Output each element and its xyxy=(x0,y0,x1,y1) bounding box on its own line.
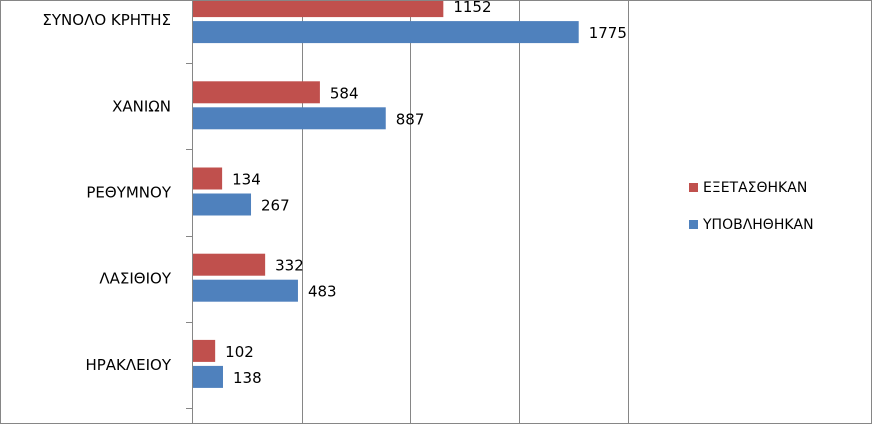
data-label-υποβληθηκαν-συνολο-κρητης: 1775 xyxy=(589,24,627,42)
bar-εξετασθηκαν-λασιθιου xyxy=(193,253,266,276)
category-label-ρεθυμνου: ΡΕΘΥΜΝΟΥ xyxy=(86,184,171,202)
category-label-χανιων: ΧΑΝΙΩΝ xyxy=(112,97,171,115)
data-label-υποβληθηκαν-χανιων: 887 xyxy=(396,110,425,128)
category-axis xyxy=(186,1,193,423)
legend-swatch-εξετασθηκαν xyxy=(689,183,698,192)
bar-υποβληθηκαν-συνολο-κρητης xyxy=(193,21,579,44)
data-label-εξετασθηκαν-συνολο-κρητης: 1152 xyxy=(453,1,491,16)
bar-εξετασθηκαν-χανιων xyxy=(193,81,320,104)
data-label-υποβληθηκαν-ηρακλειου: 138 xyxy=(233,369,262,387)
legend: ΕΞΕΤΑΣΘΗΚΑΝ ΥΠΟΒΛΗΘΗΚΑΝ xyxy=(689,180,814,233)
bar-υποβληθηκαν-χανιων xyxy=(193,107,386,130)
bar-υποβληθηκαν-λασιθιου xyxy=(193,279,298,302)
data-label-εξετασθηκαν-ρεθυμνου: 134 xyxy=(232,171,261,189)
category-labels: ΣΥΝΟΛΟ ΚΡΗΤΗΣ ΧΑΝΙΩΝ ΡΕΘΥΜΝΟΥ ΛΑΣΙΘΙΟΥ ΗΡΑΚΛ… xyxy=(42,11,171,374)
data-label-εξετασθηκαν-ηρακλειου: 102 xyxy=(225,343,254,361)
bars xyxy=(193,1,579,388)
legend-label-υποβληθηκαν: ΥΠΟΒΛΗΘΗΚΑΝ xyxy=(702,217,814,233)
data-label-εξετασθηκαν-χανιων: 584 xyxy=(330,84,359,102)
category-label-συνολο-κρητης: ΣΥΝΟΛΟ ΚΡΗΤΗΣ xyxy=(42,11,171,29)
bar-υποβληθηκαν-ρεθυμνου xyxy=(193,193,252,216)
legend-swatch-υποβληθηκαν xyxy=(689,220,698,229)
category-label-λασιθιου: ΛΑΣΙΘΙΟΥ xyxy=(99,270,171,288)
bar-εξετασθηκαν-ρεθυμνου xyxy=(193,167,223,190)
category-label-ηρακλειου: ΗΡΑΚΛΕΙΟΥ xyxy=(85,356,171,374)
legend-label-εξετασθηκαν: ΕΞΕΤΑΣΘΗΚΑΝ xyxy=(703,180,807,196)
bar-εξετασθηκαν-ηρακλειου xyxy=(193,339,216,362)
bar-εξετασθηκαν-συνολο-κρητης xyxy=(193,1,444,18)
bar-υποβληθηκαν-ηρακλειου xyxy=(193,365,223,388)
data-label-εξετασθηκαν-λασιθιου: 332 xyxy=(275,257,304,275)
gridlines xyxy=(302,1,629,423)
data-label-υποβληθηκαν-λασιθιου: 483 xyxy=(308,283,337,301)
data-label-υποβληθηκαν-ρεθυμνου: 267 xyxy=(261,197,290,215)
